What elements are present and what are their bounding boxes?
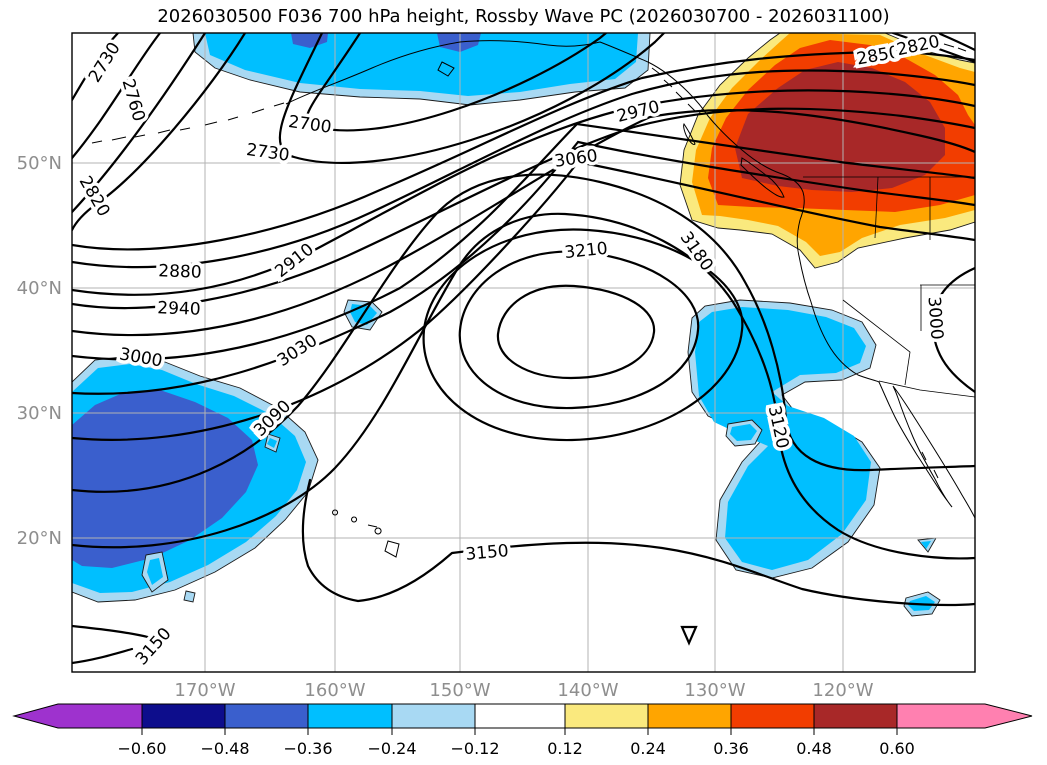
- coastline: [285, 40, 975, 519]
- colorbar-cell: [474, 703, 566, 729]
- colorbar-tick-label: 0.24: [630, 739, 666, 758]
- height-contour: [72, 69, 975, 269]
- height-contour: [72, 212, 975, 560]
- height-contour: [72, 107, 975, 310]
- coastline: [332, 509, 382, 535]
- coastline: [384, 540, 400, 558]
- coastline: [683, 123, 696, 145]
- anomaly-shading: [72, 390, 258, 568]
- colorbar-cell: [564, 703, 649, 729]
- height-contour: [72, 647, 134, 665]
- x-axis-tick-label: 170°W: [174, 680, 235, 701]
- colorbar-tick-label: 0.60: [879, 739, 915, 758]
- height-contour: [72, 160, 975, 441]
- height-contour: [936, 33, 975, 52]
- coastline: [943, 43, 967, 52]
- y-axis-tick-label: 50°N: [17, 153, 62, 174]
- contour-label: 3000: [924, 296, 947, 341]
- height-contour: [301, 478, 975, 607]
- height-contour: [458, 250, 700, 410]
- coastline: [651, 67, 696, 112]
- colorbar-tick-label: 0.48: [796, 739, 832, 758]
- colorbar-cell: [141, 703, 226, 729]
- x-axis-tick-label: 130°W: [684, 680, 745, 701]
- coastline: [921, 451, 939, 479]
- anomaly-shading: [147, 558, 163, 585]
- height-contour: [72, 624, 154, 640]
- colorbar-tick-label: −0.12: [450, 739, 499, 758]
- political-border: [878, 380, 975, 398]
- anomaly-shading: [730, 424, 757, 441]
- height-contour: [891, 33, 975, 64]
- height-contour: [72, 122, 975, 361]
- height-contour: [278, 33, 666, 164]
- x-axis-tick-label: 160°W: [304, 680, 365, 701]
- colorbar-cell: [730, 703, 815, 729]
- colorbar-left-arrow: [12, 703, 143, 729]
- anomaly-shading: [183, 590, 196, 603]
- x-axis-tick-label: 150°W: [429, 680, 490, 701]
- political-border: [842, 299, 911, 386]
- height-contour: [931, 266, 975, 394]
- height-contour: [72, 89, 975, 296]
- height-contour: [72, 50, 975, 251]
- x-axis-tick-label: 140°W: [557, 680, 618, 701]
- anomaly-shading: [921, 541, 931, 549]
- y-axis-tick-label: 30°N: [17, 403, 62, 424]
- colorbar-tick-label: 0.36: [713, 739, 749, 758]
- anomaly-shading: [291, 33, 328, 48]
- coastline: [437, 61, 455, 77]
- contour-label: 3150: [465, 541, 510, 565]
- height-contour: [305, 33, 608, 132]
- coastline: [91, 102, 285, 144]
- y-axis-tick-label: 20°N: [17, 528, 62, 549]
- coastline: [740, 157, 785, 198]
- colorbar-right-arrow: [896, 703, 1033, 729]
- height-contour: [680, 625, 698, 646]
- plot-frame: [71, 32, 976, 673]
- chart-title: 2026030500 F036 700 hPa height, Rossby W…: [157, 6, 890, 27]
- height-contour: [496, 284, 656, 380]
- height-contour: [422, 228, 744, 442]
- height-contour: [72, 33, 120, 102]
- colorbar-tick-label: −0.48: [200, 739, 249, 758]
- political-border: [874, 176, 879, 239]
- height-contour: [72, 140, 975, 395]
- height-contour: [72, 33, 247, 232]
- y-axis-tick-label: 40°N: [17, 278, 62, 299]
- colorbar-cell: [224, 703, 309, 729]
- colorbar: −0.60 −0.48 −0.36 −0.24 −0.12 0.12 0.24 0.36 0.4…: [12, 703, 1033, 758]
- anomaly-shading: [267, 438, 277, 448]
- height-contour: [72, 33, 207, 214]
- height-contour: [72, 109, 975, 337]
- colorbar-tick-label: −0.60: [117, 739, 166, 758]
- contour-label: 2880: [158, 261, 202, 282]
- anomaly-shading: [695, 307, 871, 570]
- x-axis-tick-label: 120°W: [812, 680, 873, 701]
- contour-label: 2940: [157, 298, 201, 319]
- colorbar-cell: [647, 703, 732, 729]
- height-contour: [72, 173, 975, 493]
- colorbar-cell: [813, 703, 898, 729]
- colorbar-tick-label: 0.12: [547, 739, 583, 758]
- colorbar-tick-label: −0.24: [367, 739, 416, 758]
- colorbar-cell: [391, 703, 476, 729]
- colorbar-cell: [307, 703, 393, 729]
- height-contour: [72, 33, 162, 160]
- colorbar-tick-label: −0.36: [283, 739, 332, 758]
